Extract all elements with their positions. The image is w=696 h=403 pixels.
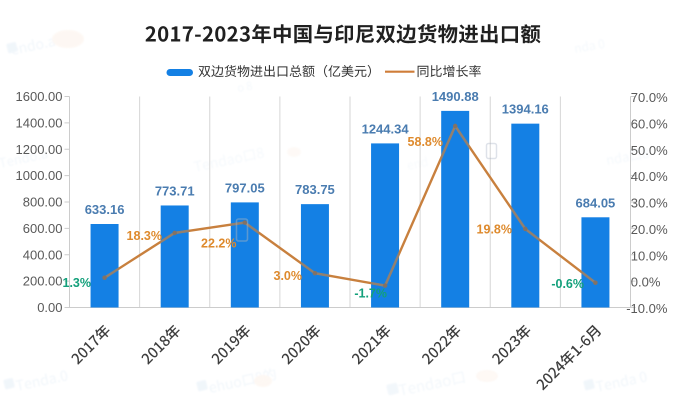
svg-text:22.2%: 22.2% (201, 237, 236, 251)
svg-text:3.0%: 3.0% (274, 269, 303, 283)
svg-text:1000.00: 1000.00 (16, 168, 63, 183)
svg-text:1200.00: 1200.00 (16, 142, 63, 157)
svg-text:0.0%: 0.0% (631, 275, 661, 290)
svg-text:1244.34: 1244.34 (362, 121, 410, 136)
svg-text:1600.00: 1600.00 (16, 89, 63, 104)
svg-text:50.0%: 50.0% (631, 143, 668, 158)
svg-text:684.05: 684.05 (576, 195, 616, 210)
svg-text:70.0%: 70.0% (631, 90, 668, 105)
svg-text:60.0%: 60.0% (631, 116, 668, 131)
svg-text:10.0%: 10.0% (631, 248, 668, 263)
svg-text:0.00: 0.00 (37, 300, 62, 315)
svg-text:600.00: 600.00 (23, 221, 63, 236)
svg-text:1.3%: 1.3% (63, 276, 92, 290)
svg-text:200.00: 200.00 (23, 274, 63, 289)
svg-text:1394.16: 1394.16 (502, 102, 549, 117)
svg-text:1490.88: 1490.88 (432, 89, 479, 104)
svg-text:800.00: 800.00 (23, 195, 63, 210)
svg-text:773.71: 773.71 (155, 184, 195, 199)
svg-text:58.8%: 58.8% (408, 135, 443, 149)
svg-text:783.75: 783.75 (295, 182, 335, 197)
svg-text:19.8%: 19.8% (477, 223, 512, 237)
svg-text:1400.00: 1400.00 (16, 115, 63, 130)
svg-text:-1.7%: -1.7% (354, 287, 387, 301)
svg-text:40.0%: 40.0% (631, 169, 668, 184)
svg-text:30.0%: 30.0% (631, 196, 668, 211)
svg-text:633.16: 633.16 (85, 202, 125, 217)
svg-text:18.3%: 18.3% (127, 229, 162, 243)
svg-text:400.00: 400.00 (23, 247, 63, 262)
svg-text:-0.6%: -0.6% (551, 277, 584, 291)
svg-text:-10.0%: -10.0% (626, 301, 668, 316)
svg-text:797.05: 797.05 (225, 180, 265, 195)
svg-text:20.0%: 20.0% (631, 222, 668, 237)
